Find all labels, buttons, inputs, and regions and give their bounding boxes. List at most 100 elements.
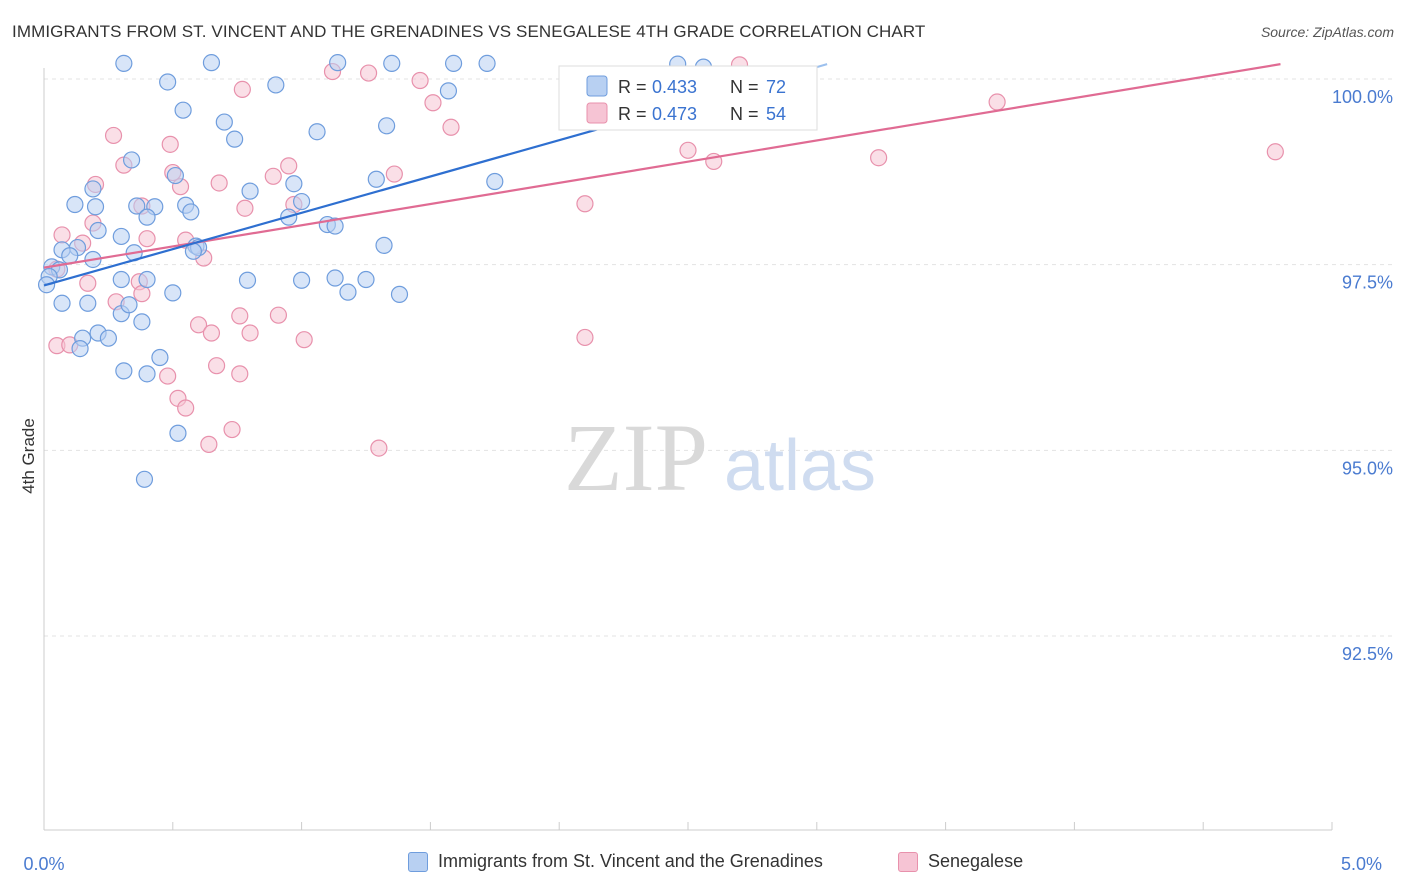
- st-vincent-point: [138, 208, 156, 226]
- st-vincent-point: [122, 151, 141, 169]
- st-vincent-point: [478, 54, 496, 73]
- st-vincent-point: [308, 123, 326, 141]
- watermark-zip: ZIP: [564, 404, 708, 511]
- senegalese-point: [210, 174, 228, 192]
- legend-top: R = 0.433 N = 72 R = 0.473 N = 54: [558, 65, 818, 131]
- st-vincent-point: [390, 285, 409, 303]
- legend-swatch-pink: [898, 851, 918, 872]
- y-axis-label: 4th Grade: [19, 418, 38, 494]
- legend-label-senegalese: Senegalese: [928, 851, 1024, 871]
- x-tick-label-1: 5.0%: [1341, 854, 1382, 874]
- legend-swatch-blue: [408, 851, 428, 872]
- st-vincent-point: [112, 227, 130, 246]
- chart-title: IMMIGRANTS FROM ST. VINCENT AND THE GREN…: [12, 22, 926, 41]
- senegalese-point: [200, 435, 218, 453]
- legend-n-value-blue: 72: [766, 77, 786, 97]
- st-vincent-point: [174, 101, 192, 119]
- st-vincent-point: [241, 182, 259, 200]
- legend-label-st-vincent: Immigrants from St. Vincent and the Gren…: [438, 851, 823, 871]
- st-vincent-point: [293, 192, 311, 211]
- trendline-senegalese: [43, 63, 1281, 269]
- st-vincent-point: [159, 73, 177, 91]
- legend-n-label-blue: N =: [730, 77, 759, 97]
- senegalese-point: [280, 157, 298, 175]
- st-vincent-point: [326, 269, 344, 287]
- legend-r-value-pink: 0.473: [652, 104, 697, 124]
- st-vincent-point: [285, 175, 303, 193]
- senegalese-point: [207, 357, 226, 375]
- senegalese-point: [104, 126, 123, 145]
- st-vincent-point: [133, 313, 151, 331]
- senegalese-point: [295, 331, 313, 349]
- st-vincent-point: [53, 294, 71, 312]
- st-vincent-point: [99, 329, 118, 347]
- senegalese-point: [385, 165, 403, 183]
- y-tick-label-3: 92.5%: [1342, 644, 1393, 664]
- st-vincent-point: [128, 197, 146, 215]
- st-vincent-point: [166, 166, 184, 185]
- y-tick-label-2: 95.0%: [1342, 458, 1393, 478]
- st-vincent-point: [182, 203, 200, 221]
- st-vincent-point: [202, 54, 221, 72]
- senegalese-point: [1266, 143, 1284, 161]
- legend-item-senegalese[interactable]: Senegalese: [898, 851, 1023, 872]
- legend-item-st-vincent[interactable]: Immigrants from St. Vincent and the Gren…: [408, 851, 823, 872]
- st-vincent-point: [486, 172, 504, 191]
- senegalese-point: [189, 316, 208, 334]
- senegalese-point: [870, 149, 888, 167]
- senegalese-point: [264, 167, 282, 185]
- senegalese-point: [231, 365, 249, 383]
- senegalese-point: [679, 141, 697, 159]
- legend-n-label-pink: N =: [730, 104, 759, 124]
- senegalese-point: [576, 328, 594, 347]
- st-vincent-point: [375, 236, 393, 254]
- senegalese-point: [236, 199, 254, 217]
- source-credit: Source: ZipAtlas.com: [1260, 24, 1394, 40]
- senegalese-point: [202, 324, 221, 342]
- st-vincent-point: [357, 270, 375, 289]
- senegalese-point: [53, 226, 71, 244]
- y-tick-label-1: 97.5%: [1342, 273, 1393, 293]
- tick-labels: 100.0% 97.5% 95.0% 92.5% 0.0% 5.0%: [23, 87, 1393, 874]
- senegalese-point: [138, 230, 156, 248]
- st-vincent-point: [89, 221, 107, 240]
- senegalese-point: [411, 71, 429, 90]
- legend-r-value-blue: 0.433: [652, 77, 697, 97]
- st-vincent-point: [120, 296, 138, 314]
- st-vincent-point: [115, 362, 133, 380]
- st-vincent-point: [135, 470, 154, 488]
- st-vincent-point: [151, 348, 169, 367]
- senegalese-point: [359, 64, 378, 82]
- st-vincent-point: [86, 198, 105, 216]
- axes: [43, 68, 1333, 831]
- senegalese-point: [177, 399, 195, 417]
- st-vincent-point: [444, 54, 463, 73]
- senegalese-point: [576, 195, 594, 213]
- st-vincent-point: [226, 130, 244, 148]
- senegalese-point: [231, 307, 249, 325]
- st-vincent-point: [339, 283, 357, 301]
- st-vincent-point: [71, 339, 89, 358]
- senegalese-point: [269, 306, 288, 324]
- senegalese-point: [424, 94, 442, 112]
- senegalese-point: [223, 420, 241, 439]
- st-vincent-point: [383, 54, 401, 73]
- st-vincent-point: [439, 82, 458, 100]
- st-vincent-point: [293, 271, 311, 289]
- legend-r-label-blue: R =: [618, 77, 647, 97]
- st-vincent-point: [115, 54, 133, 73]
- st-vincent-point: [138, 270, 156, 289]
- senegalese-point: [370, 439, 388, 457]
- legend-swatch-blue: [586, 75, 608, 97]
- st-vincent-point: [326, 217, 344, 235]
- st-vincent-point: [66, 195, 84, 214]
- senegalese-point: [159, 367, 177, 385]
- legend-r-label-pink: R =: [618, 104, 647, 124]
- st-vincent-point: [84, 180, 102, 198]
- senegalese-point: [233, 80, 251, 98]
- legend-n-value-pink: 54: [766, 104, 786, 124]
- st-vincent-point: [329, 54, 347, 72]
- senegalese-point: [241, 324, 259, 342]
- legend-swatch-pink: [586, 102, 608, 124]
- legend-bottom: Immigrants from St. Vincent and the Gren…: [0, 851, 1406, 877]
